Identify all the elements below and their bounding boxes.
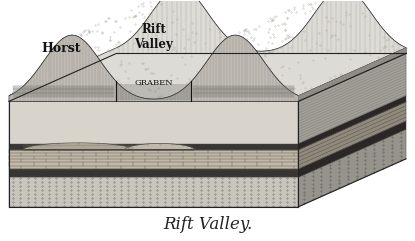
Polygon shape: [298, 129, 406, 207]
Polygon shape: [9, 177, 298, 207]
Polygon shape: [9, 54, 406, 101]
Polygon shape: [9, 143, 298, 150]
Text: Rift
Valley: Rift Valley: [134, 23, 173, 51]
Polygon shape: [23, 143, 134, 150]
Polygon shape: [9, 35, 298, 101]
Polygon shape: [298, 96, 406, 150]
Polygon shape: [298, 102, 406, 169]
Polygon shape: [298, 54, 406, 143]
Text: Rift Valley.: Rift Valley.: [163, 216, 252, 233]
Polygon shape: [9, 169, 298, 177]
Polygon shape: [298, 48, 406, 101]
Text: GRABEN: GRABEN: [134, 79, 173, 87]
Polygon shape: [9, 0, 406, 99]
Polygon shape: [9, 101, 298, 143]
Text: Horst: Horst: [42, 42, 81, 55]
Polygon shape: [298, 121, 406, 177]
Polygon shape: [125, 143, 194, 150]
Polygon shape: [9, 150, 298, 169]
Polygon shape: [117, 0, 406, 54]
